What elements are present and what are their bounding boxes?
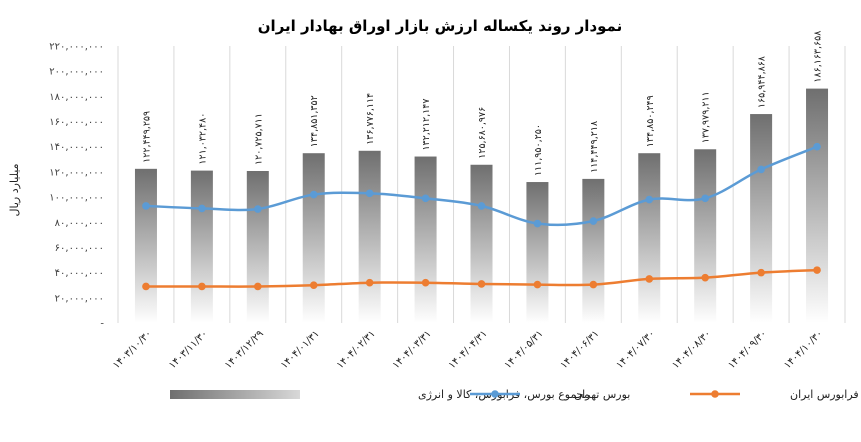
x-tick-label: ۱۴۰۴/۱۰/۳۰ [782, 328, 825, 371]
y-tick-label: ۴۰,۰۰۰,۰۰۰ [55, 268, 104, 279]
bar-data-label: ۱۸۶,۱۶۳,۶۵۸ [813, 31, 824, 83]
bar [414, 156, 437, 323]
chart-title: نمودار روند یکساله ارزش بازار اوراق بهاد… [258, 17, 623, 35]
line-point [533, 280, 542, 289]
y-tick-label: ۸۰,۰۰۰,۰۰۰ [55, 218, 104, 229]
legend-swatch [170, 390, 300, 399]
y-tick-label: ۲۲۰,۰۰۰,۰۰۰ [49, 42, 104, 53]
line-point [757, 165, 765, 174]
line-point [365, 278, 374, 287]
line-point [198, 282, 206, 291]
y-tick-label: - [100, 319, 104, 330]
bar-data-label: ۱۲۲,۴۴۹,۲۵۹ [141, 111, 152, 163]
bar [638, 153, 661, 323]
line-series [142, 142, 821, 291]
line-point [254, 205, 262, 213]
bar [582, 178, 605, 323]
line-point [589, 280, 598, 289]
y-tick-label: ۱۸۰,۰۰۰,۰۰۰ [49, 92, 104, 103]
line-point [309, 281, 318, 290]
bar [302, 153, 325, 323]
chart-grid [117, 46, 846, 323]
y-tick-label: ۱۴۰,۰۰۰,۰۰۰ [49, 142, 104, 153]
line-point [645, 275, 654, 283]
bar [134, 168, 157, 323]
line-point [309, 190, 318, 199]
bar-data-label: ۱۳۶,۷۷۶,۱۱۴ [365, 93, 376, 145]
bar-data-label: ۱۳۴,۸۵۰,۲۴۹ [645, 95, 656, 147]
x-tick-label: ۱۴۰۳/۱۰/۳۰ [111, 328, 154, 371]
y-axis-label: میلیارد ریال [8, 163, 21, 216]
bar-data-label: ۱۱۱,۹۵۰,۲۵۰ [533, 124, 544, 176]
x-tick-label: ۱۴۰۳/۱۱/۳۰ [167, 328, 210, 371]
bar [694, 149, 717, 323]
y-tick-label: ۱۶۰,۰۰۰,۰۰۰ [49, 117, 104, 128]
legend-label: فرابورس ایران [790, 388, 859, 401]
bar-data-label: ۱۳۴,۸۵۱,۳۵۲ [309, 95, 320, 147]
bar [750, 114, 773, 323]
line-point [142, 282, 150, 291]
bar [358, 150, 381, 323]
x-tick-label: ۱۴۰۴/۰۷/۳۰ [614, 328, 657, 371]
bar [806, 88, 829, 323]
line-point [365, 189, 374, 198]
line-point [813, 142, 821, 151]
x-tick-label: ۱۴۰۳/۱۲/۲۹ [223, 328, 266, 371]
x-tick-label: ۱۴۰۴/۰۱/۳۱ [279, 328, 322, 371]
x-tick-label: ۱۴۰۴/۰۲/۳۱ [335, 328, 378, 371]
legend-label: بورس تهران [574, 388, 630, 401]
line-point [701, 194, 709, 203]
bar-data-labels: ۱۲۲,۴۴۹,۲۵۹ ۱۲۱,۰۳۲,۴۸۰ ۱۲۰,۷۲۵,۷۱۱ ۱۳۴,۸۵۱… [141, 31, 823, 176]
y-tick-label: ۱۰۰,۰۰۰,۰۰۰ [49, 193, 104, 204]
x-tick-label: ۱۴۰۴/۰۹/۳۰ [726, 328, 769, 371]
x-tick-label: ۱۴۰۴/۰۴/۳۱ [447, 328, 490, 371]
x-tick-label: ۱۴۰۴/۰۶/۳۱ [559, 328, 602, 371]
bar [190, 170, 213, 323]
line-point [645, 195, 654, 204]
bar [470, 164, 493, 323]
bar-data-label: ۱۳۲,۲۱۲,۱۴۷ [421, 99, 432, 151]
y-tick-label: ۶۰,۰۰۰,۰۰۰ [55, 243, 104, 254]
bar [526, 182, 549, 323]
line-point [533, 219, 542, 228]
line-point [813, 266, 821, 274]
y-axis: - ۲۰,۰۰۰,۰۰۰ ۴۰,۰۰۰,۰۰۰ ۶۰,۰۰۰,۰۰۰ ۸۰,۰۰۰,۰۰… [49, 42, 104, 330]
bar-data-label: ۱۲۱,۰۳۲,۴۸۰ [197, 113, 208, 165]
line-point [254, 282, 262, 291]
bar-data-label: ۱۲۵,۶۸۰,۹۷۶ [477, 107, 488, 159]
x-axis: ۱۴۰۳/۱۰/۳۰ ۱۴۰۳/۱۱/۳۰ ۱۴۰۳/۱۲/۲۹ ۱۴۰۴/۰۱/۳۱… [111, 328, 825, 371]
bar-data-label: ۱۱۴,۴۴۹,۲۱۸ [589, 121, 600, 173]
x-tick-label: ۱۴۰۴/۰۸/۳۰ [670, 328, 713, 371]
line-point [198, 204, 206, 213]
line-point [421, 194, 430, 203]
y-tick-label: ۲۰۰,۰۰۰,۰۰۰ [49, 67, 104, 78]
x-tick-label: ۱۴۰۴/۰۵/۳۱ [503, 328, 546, 371]
line-point [589, 217, 598, 225]
line-point [421, 278, 430, 287]
y-tick-label: ۱۲۰,۰۰۰,۰۰۰ [49, 167, 104, 178]
bar-data-label: ۱۶۵,۹۴۴,۸۶۸ [757, 56, 768, 108]
line-point [142, 202, 150, 210]
legend-marker [491, 390, 499, 398]
line-point [757, 268, 765, 277]
x-tick-label: ۱۴۰۴/۰۳/۳۱ [391, 328, 434, 371]
bar-data-label: ۱۲۰,۷۲۵,۷۱۱ [253, 113, 264, 165]
y-tick-label: ۲۰,۰۰۰,۰۰۰ [55, 293, 104, 304]
bar [246, 170, 269, 323]
line-point [701, 273, 709, 282]
line-point [477, 280, 486, 288]
bar-data-label: ۱۳۷,۹۷۹,۲۱۱ [701, 91, 712, 143]
legend-marker [711, 390, 719, 398]
line-point [477, 202, 486, 210]
